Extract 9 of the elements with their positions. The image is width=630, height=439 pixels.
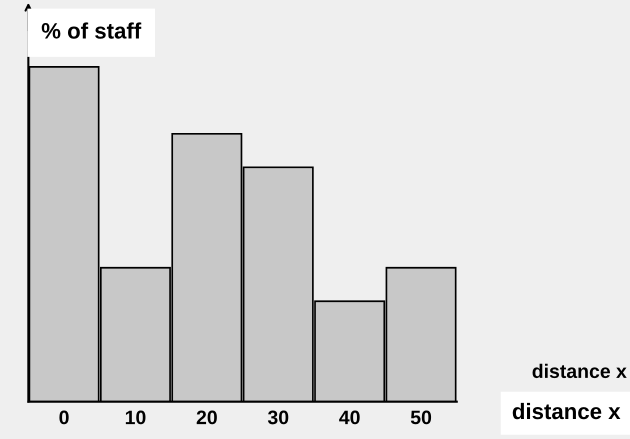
x-tick-label: 10: [126, 410, 146, 424]
text: distance x: [512, 402, 620, 420]
x-tick-label: 50: [410, 410, 432, 424]
x-tick-label: 40: [339, 410, 360, 424]
x-axis-title: distance x: [532, 364, 627, 378]
x-tick-label: 30: [268, 410, 288, 424]
x-tick-label: 0: [59, 410, 69, 424]
y-axis-title: % of staff: [42, 22, 142, 39]
x-tick-label: 20: [196, 410, 217, 424]
